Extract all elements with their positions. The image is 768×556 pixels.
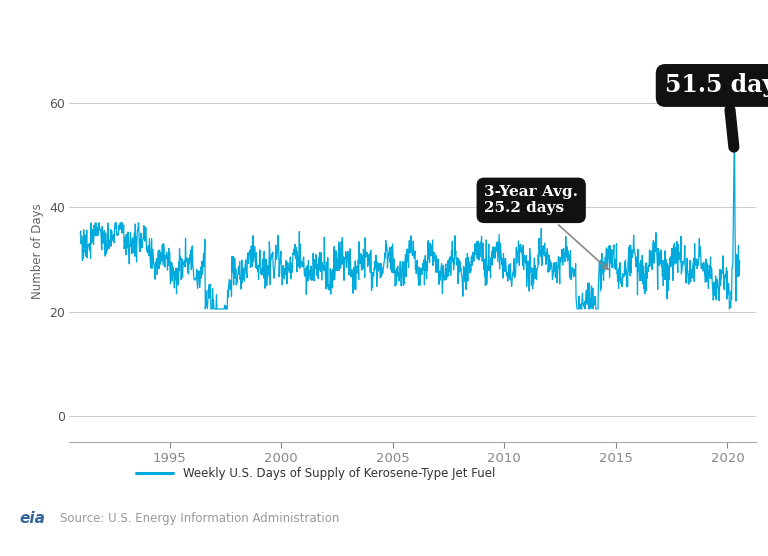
- Text: Weekly U.S. Days Of Supply Of Kerosene-Type Jet Fuel: Weekly U.S. Days Of Supply Of Kerosene-T…: [92, 23, 676, 42]
- Y-axis label: Number of Days: Number of Days: [31, 203, 44, 300]
- Text: 3-Year Avg.
25.2 days: 3-Year Avg. 25.2 days: [484, 185, 608, 269]
- Text: eia: eia: [19, 510, 45, 525]
- Text: Source: U.S. Energy Information Administration: Source: U.S. Energy Information Administ…: [60, 512, 339, 524]
- Text: Weekly U.S. Days of Supply of Kerosene-Type Jet Fuel: Weekly U.S. Days of Supply of Kerosene-T…: [183, 466, 495, 480]
- Text: 51.5 days: 51.5 days: [665, 73, 768, 147]
